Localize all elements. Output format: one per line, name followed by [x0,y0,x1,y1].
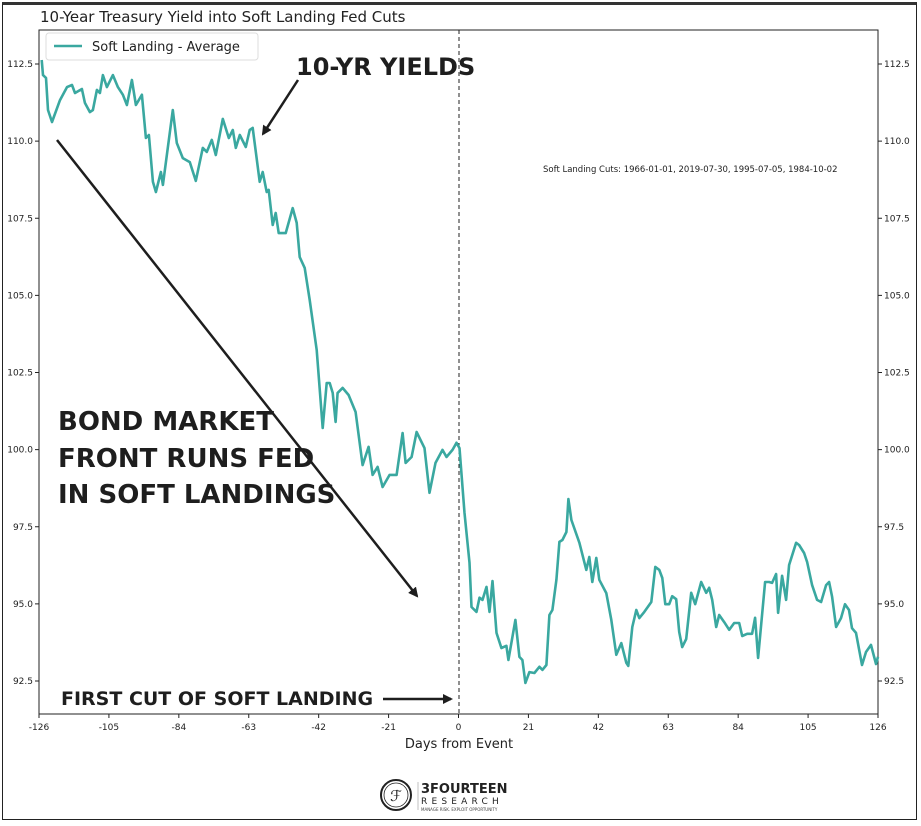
x-tick-label: -84 [171,723,186,733]
y-tick-label-left: 95.0 [13,600,33,610]
yields-arrow [261,79,300,136]
legend: Soft Landing - Average [45,32,259,61]
x-tick-label: 126 [869,723,886,733]
y-tick-label-left: 105.0 [7,291,33,301]
x-tick-label: 105 [799,723,816,733]
y-tick-label-right: 110.0 [884,137,910,147]
y-tick-label-left: 97.5 [13,523,33,533]
y-tick-label-right: 97.5 [884,523,904,533]
svg-text:ℱ: ℱ [390,787,402,805]
x-tick-label: -21 [381,723,396,733]
y-tick-label-right: 105.0 [884,291,910,301]
cuts-note: Soft Landing Cuts: 1966-01-01, 2019-07-3… [543,165,838,175]
series-line-soft-landing-average [40,59,880,685]
x-tick-label: 84 [732,723,744,733]
bond-market-line-3: IN SOFT LANDINGS [58,480,335,510]
logo: ℱ 3FOURTEEN RESEARCH MANAGE RISK. EXPLOI… [380,779,507,812]
x-tick-label: 63 [663,723,674,733]
x-tick-label: -126 [29,723,50,733]
bond-market-line-2: FRONT RUNS FED [58,444,314,474]
logo-name: 3FOURTEEN [421,782,507,797]
first-cut-annotation: FIRST CUT OF SOFT LANDING [61,688,373,710]
yields-annotation: 10-YR YIELDS [296,53,475,81]
logo-sub: RESEARCH [421,797,503,807]
x-tick-label: 21 [523,723,534,733]
y-tick-label-left: 100.0 [7,446,33,456]
x-tick-label: -42 [311,723,326,733]
legend-label: Soft Landing - Average [92,40,240,55]
bond-market-line-1: BOND MARKET [58,407,274,437]
y-tick-label-left: 92.5 [13,677,33,687]
y-tick-label-left: 112.5 [7,60,33,70]
y-tick-label-right: 107.5 [884,214,910,224]
y-tick-label-left: 107.5 [7,214,33,224]
x-tick-label: -105 [99,723,119,733]
y-tick-label-left: 110.0 [7,137,33,147]
trend-arrow [56,139,419,598]
y-tick-label-left: 102.5 [7,369,33,379]
x-tick-label: 0 [456,723,462,733]
chart-title: 10-Year Treasury Yield into Soft Landing… [40,8,406,26]
y-tick-label-right: 92.5 [884,677,904,687]
y-tick-label-right: 112.5 [884,60,910,70]
x-tick-label: -63 [241,723,256,733]
y-tick-label-right: 95.0 [884,600,904,610]
logo-tagline: MANAGE RISK. EXPLOIT OPPORTUNITY [421,807,498,812]
y-tick-label-right: 102.5 [884,369,910,379]
y-tick-label-right: 100.0 [884,446,910,456]
x-tick-label: 42 [593,723,604,733]
x-axis-label: Days from Event [405,737,513,752]
